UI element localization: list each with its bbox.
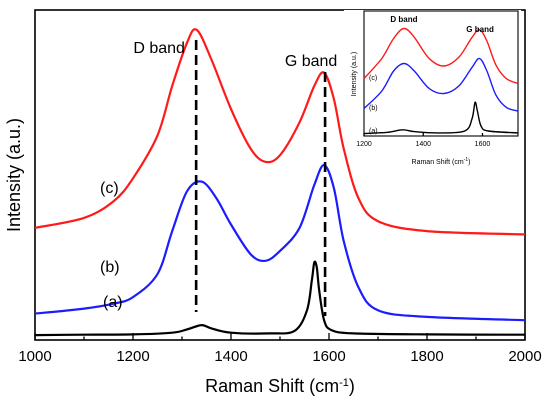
inset-series-c-label: (c) bbox=[369, 75, 377, 82]
inset-series-a-label: (a) bbox=[369, 128, 378, 135]
x-tick-label: 1600 bbox=[475, 141, 491, 148]
inset-series-b-label: (b) bbox=[369, 105, 378, 112]
inset-g-band-label: G band bbox=[466, 25, 494, 34]
inset-x-axis-title: Raman Shift (cm-1) bbox=[412, 157, 471, 166]
inset-series-group bbox=[363, 27, 519, 135]
inset-background bbox=[344, 10, 521, 144]
inset-plot: 1200 1400 1600 D band G band (c) (b) (a) R… bbox=[344, 10, 521, 166]
y-axis-title: Intensity (a.u.) bbox=[4, 118, 24, 232]
x-tick-label: 2000 bbox=[508, 348, 541, 365]
inset-y-axis-title: Intensity (a.u.) bbox=[351, 52, 358, 96]
series-group bbox=[34, 28, 526, 337]
x-tick-label: 1800 bbox=[410, 348, 443, 365]
g-band-label: G band bbox=[285, 53, 337, 70]
x-tick-label: 1400 bbox=[214, 348, 247, 365]
series-line bbox=[363, 101, 519, 135]
inset-frame bbox=[363, 10, 519, 137]
x-axis-ticks: 1000 1200 1400 1600 1800 2000 bbox=[18, 333, 542, 365]
inset-d-band-label: D band bbox=[390, 15, 417, 24]
x-tick-label: 1600 bbox=[312, 348, 345, 365]
x-axis-title: Raman Shift (cm-1) bbox=[205, 376, 355, 396]
series-line bbox=[363, 57, 519, 112]
d-band-label: D band bbox=[133, 40, 185, 57]
series-line bbox=[34, 164, 526, 322]
series-line bbox=[34, 28, 526, 236]
x-tick-label: 1400 bbox=[415, 141, 431, 148]
series-c-label: (c) bbox=[100, 180, 119, 197]
x-tick-label: 1200 bbox=[356, 141, 372, 148]
series-b-label: (b) bbox=[100, 259, 120, 276]
x-tick-label: 1000 bbox=[18, 348, 51, 365]
series-line bbox=[363, 27, 519, 85]
x-tick-label: 1200 bbox=[116, 348, 149, 365]
series-a-label: (a) bbox=[103, 294, 123, 311]
main-plot: 1000 1200 1400 1600 1800 2000 D band G band (… bbox=[4, 9, 542, 396]
series-line bbox=[34, 260, 526, 337]
